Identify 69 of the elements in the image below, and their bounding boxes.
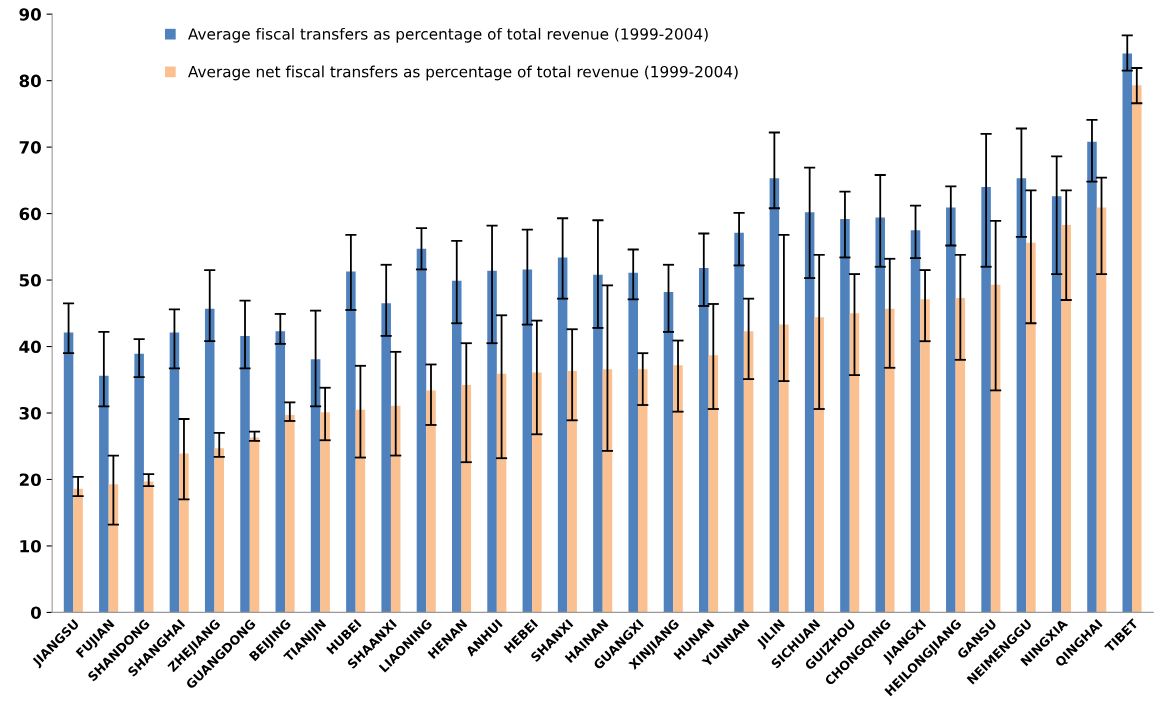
y-tick-label: 60 bbox=[19, 207, 41, 221]
bar bbox=[875, 217, 885, 613]
bar bbox=[637, 369, 648, 613]
y-tick-label: 70 bbox=[19, 141, 41, 154]
bar bbox=[981, 186, 991, 613]
bar bbox=[1061, 224, 1071, 613]
bar bbox=[804, 212, 815, 613]
bar bbox=[416, 248, 427, 613]
y-tick-label: 30 bbox=[19, 406, 41, 420]
bar bbox=[346, 271, 356, 613]
bar bbox=[73, 488, 83, 613]
bar bbox=[920, 299, 930, 613]
bar bbox=[602, 369, 613, 613]
y-tick-label: 80 bbox=[19, 74, 41, 88]
legend-label: Average fiscal transfers as percentage of total revenue (1999-2004) bbox=[188, 27, 708, 43]
bar bbox=[310, 359, 321, 613]
bar bbox=[240, 335, 250, 613]
bar bbox=[99, 375, 109, 613]
bar bbox=[532, 372, 542, 613]
bar bbox=[204, 308, 215, 613]
bar bbox=[849, 313, 860, 613]
y-tick-label: 0 bbox=[30, 606, 41, 619]
bar bbox=[63, 332, 74, 613]
bar bbox=[496, 373, 507, 613]
bar bbox=[673, 365, 683, 613]
bar bbox=[487, 270, 497, 613]
bar bbox=[169, 332, 180, 613]
bar bbox=[663, 292, 674, 613]
bar bbox=[1122, 53, 1133, 613]
bar bbox=[885, 308, 895, 613]
bar bbox=[451, 280, 462, 613]
bar bbox=[814, 317, 824, 613]
bar bbox=[285, 414, 295, 613]
bar bbox=[214, 448, 225, 613]
bar bbox=[910, 230, 921, 613]
bar bbox=[134, 353, 144, 613]
legend-label: Average net fiscal transfers as percentage of total revenue (1999-2004) bbox=[188, 65, 738, 81]
y-tick-label: 10 bbox=[20, 539, 41, 553]
bar bbox=[1026, 242, 1036, 613]
bar bbox=[143, 481, 154, 613]
bar bbox=[628, 272, 638, 613]
bar bbox=[1096, 207, 1107, 613]
bar bbox=[567, 371, 577, 613]
bar bbox=[557, 257, 568, 613]
bar bbox=[249, 437, 260, 613]
y-tick-label: 40 bbox=[19, 340, 41, 354]
y-tick-label: 20 bbox=[19, 473, 41, 487]
y-tick-label: 90 bbox=[19, 8, 41, 21]
bar bbox=[946, 207, 956, 613]
bar bbox=[769, 178, 780, 613]
bar bbox=[522, 269, 533, 613]
bar bbox=[1016, 178, 1027, 613]
bar bbox=[593, 274, 603, 613]
bar bbox=[179, 453, 189, 613]
bar bbox=[840, 218, 850, 613]
y-tick-label: 50 bbox=[19, 274, 41, 287]
bar bbox=[275, 331, 286, 613]
bar bbox=[955, 298, 966, 613]
bar bbox=[743, 331, 754, 613]
bar bbox=[699, 268, 709, 613]
bar bbox=[1051, 196, 1062, 613]
bar bbox=[355, 409, 366, 613]
bar bbox=[779, 324, 789, 613]
bar bbox=[734, 232, 744, 613]
bar bbox=[1087, 141, 1097, 613]
bar bbox=[320, 412, 330, 613]
bar bbox=[1132, 85, 1142, 613]
bar bbox=[426, 390, 436, 613]
bar bbox=[381, 303, 391, 613]
